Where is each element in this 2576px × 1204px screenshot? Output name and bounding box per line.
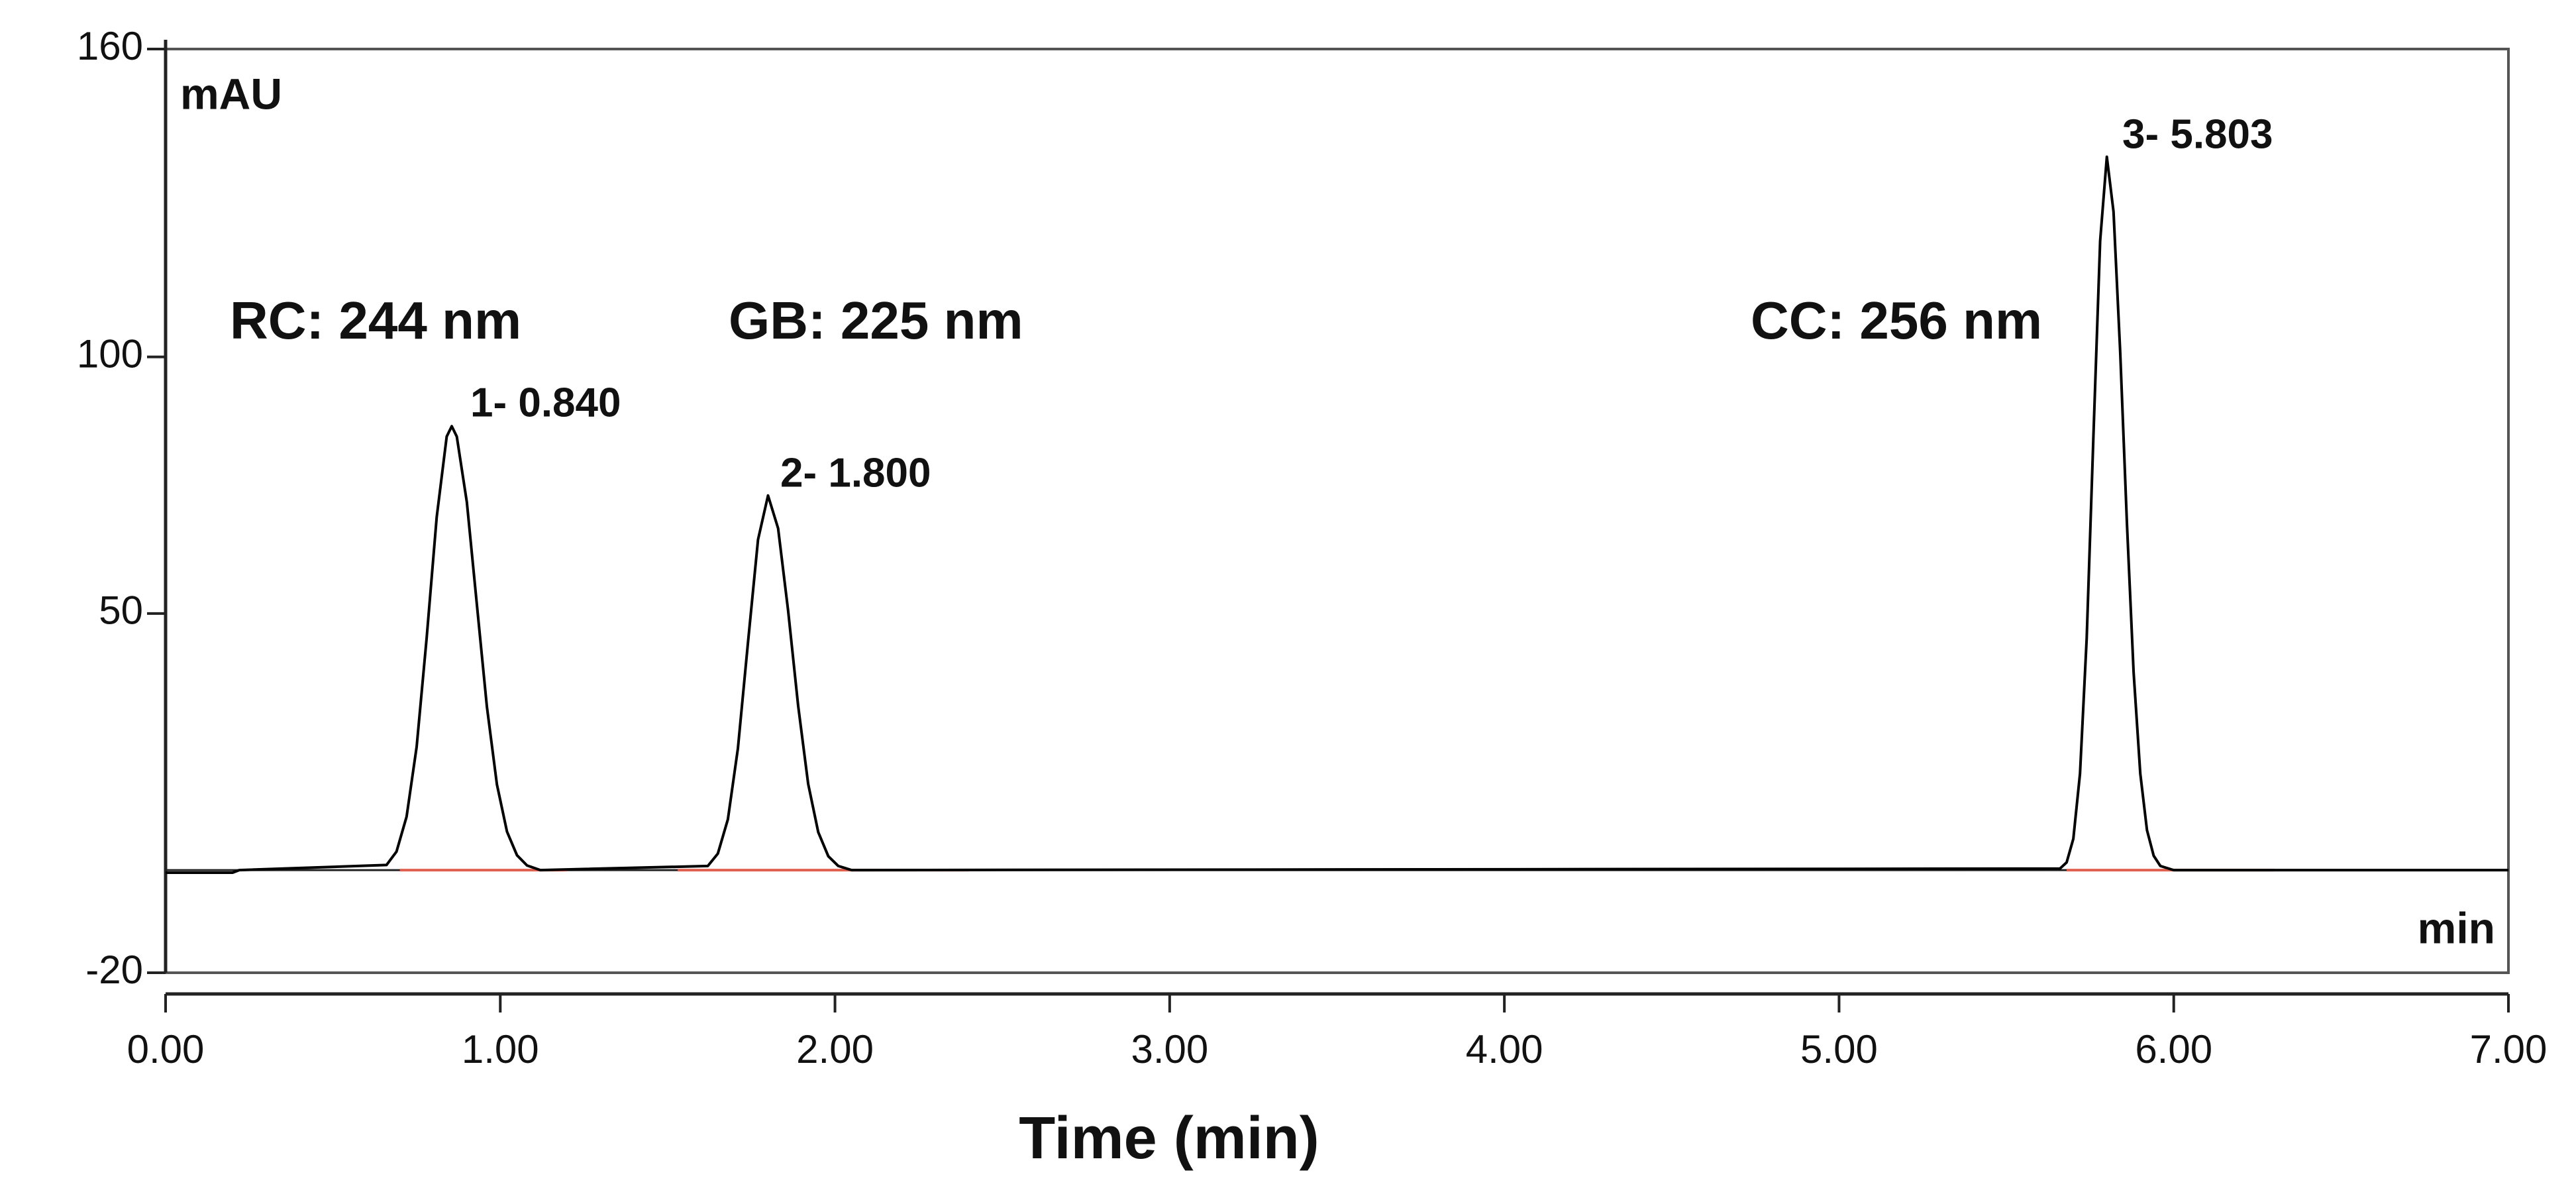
annotation: CC: 256 nm: [1751, 291, 2042, 350]
y-tick-label: -20: [85, 948, 143, 992]
x-tick-label: 0.00: [127, 1027, 205, 1071]
x-tick-label: 1.00: [462, 1027, 539, 1071]
chromatogram-line: [166, 155, 2508, 874]
y-tick-label: 100: [77, 332, 143, 376]
x-tick-label: 7.00: [2470, 1027, 2548, 1071]
y-tick-label: 50: [99, 588, 143, 633]
x-tick-label: 3.00: [1131, 1027, 1208, 1071]
annotation: RC: 244 nm: [230, 291, 521, 350]
annotation: 2- 1.800: [780, 450, 931, 496]
x-tick-label: 5.00: [1800, 1027, 1878, 1071]
x-tick-label: 2.00: [796, 1027, 874, 1071]
annotation: GB: 225 nm: [729, 291, 1023, 350]
x-axis-title: Time (min): [1019, 1105, 1319, 1172]
x-tick-label: 6.00: [2135, 1027, 2212, 1071]
x-tick-label: 4.00: [1466, 1027, 1543, 1071]
x-unit-label: min: [2418, 903, 2495, 952]
y-axis-label: mAU: [180, 69, 282, 118]
annotation: 1- 0.840: [470, 380, 621, 425]
y-tick-label: 160: [77, 24, 143, 68]
annotation: 3- 5.803: [2122, 111, 2273, 157]
